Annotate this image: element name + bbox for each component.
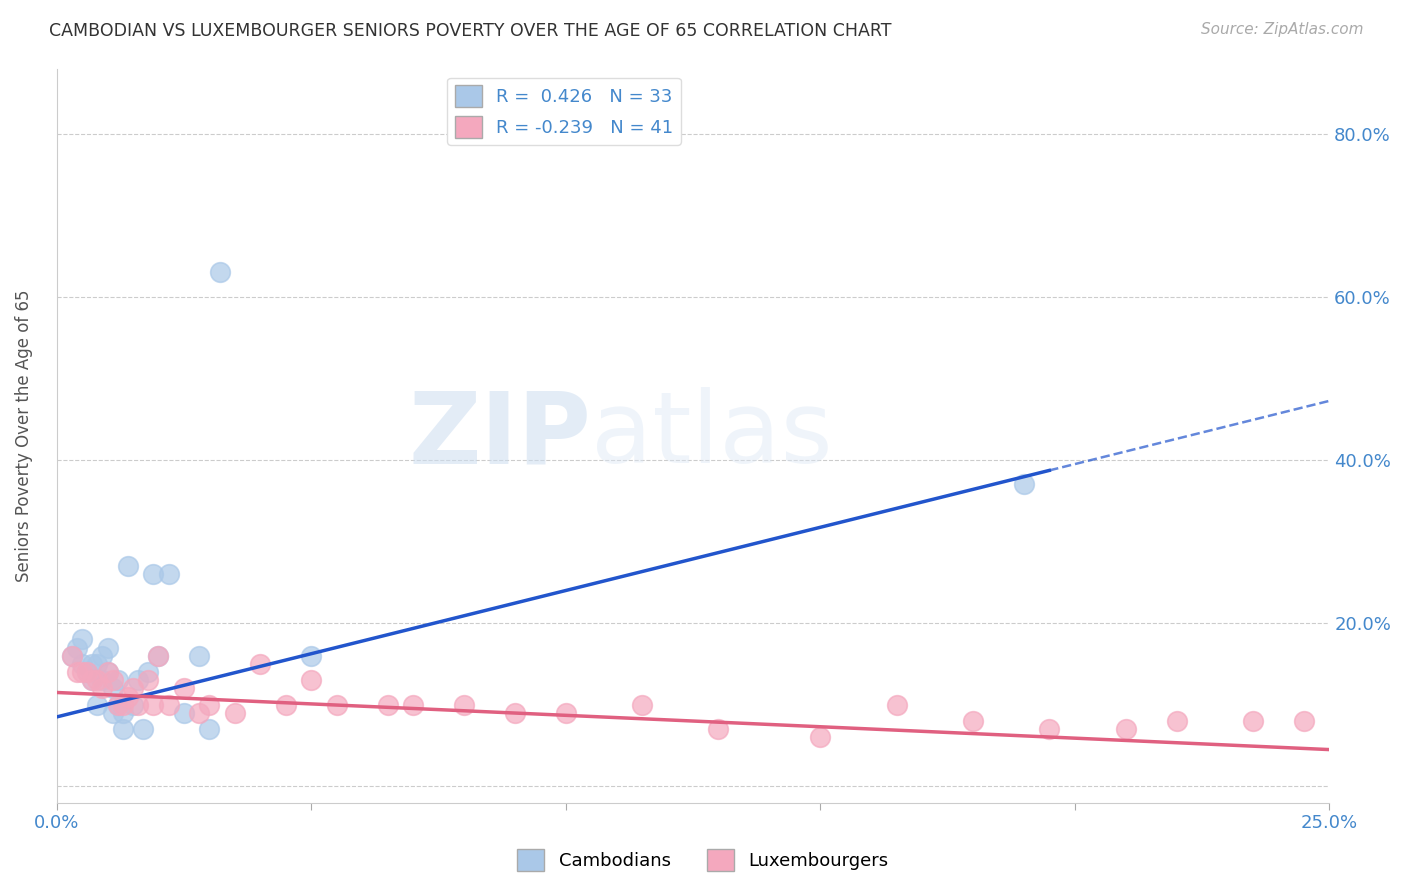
Point bbox=[91, 681, 114, 696]
Point bbox=[82, 657, 104, 671]
Point bbox=[66, 640, 89, 655]
Point bbox=[402, 698, 425, 712]
Point bbox=[1115, 722, 1137, 736]
Point bbox=[91, 673, 114, 688]
Point bbox=[299, 648, 322, 663]
Point bbox=[107, 673, 129, 688]
Point bbox=[148, 648, 170, 663]
Point bbox=[132, 722, 155, 736]
Point bbox=[111, 698, 134, 712]
Point bbox=[299, 673, 322, 688]
Point bbox=[101, 681, 124, 696]
Point bbox=[122, 698, 145, 712]
Point bbox=[198, 722, 221, 736]
Point bbox=[377, 698, 399, 712]
Point bbox=[127, 673, 149, 688]
Point bbox=[1292, 714, 1315, 728]
Point bbox=[107, 698, 129, 712]
Point bbox=[188, 706, 211, 720]
Point bbox=[76, 665, 98, 679]
Point bbox=[886, 698, 908, 712]
Point bbox=[157, 698, 180, 712]
Point bbox=[631, 698, 654, 712]
Point bbox=[503, 706, 526, 720]
Point bbox=[173, 706, 195, 720]
Legend: R =  0.426   N = 33, R = -0.239   N = 41: R = 0.426 N = 33, R = -0.239 N = 41 bbox=[447, 78, 681, 145]
Text: Source: ZipAtlas.com: Source: ZipAtlas.com bbox=[1201, 22, 1364, 37]
Point bbox=[117, 690, 139, 704]
Point bbox=[60, 648, 83, 663]
Legend: Cambodians, Luxembourgers: Cambodians, Luxembourgers bbox=[510, 842, 896, 879]
Text: atlas: atlas bbox=[591, 387, 832, 484]
Point bbox=[86, 698, 108, 712]
Point bbox=[96, 665, 118, 679]
Point bbox=[249, 657, 271, 671]
Point bbox=[707, 722, 730, 736]
Y-axis label: Seniors Poverty Over the Age of 65: Seniors Poverty Over the Age of 65 bbox=[15, 289, 32, 582]
Point bbox=[1166, 714, 1188, 728]
Point bbox=[1241, 714, 1264, 728]
Point bbox=[101, 706, 124, 720]
Point bbox=[136, 673, 159, 688]
Point bbox=[962, 714, 984, 728]
Point bbox=[1038, 722, 1060, 736]
Point bbox=[86, 673, 108, 688]
Point bbox=[76, 665, 98, 679]
Point bbox=[70, 657, 93, 671]
Point bbox=[173, 681, 195, 696]
Point bbox=[157, 567, 180, 582]
Point bbox=[188, 648, 211, 663]
Point bbox=[127, 698, 149, 712]
Point bbox=[70, 665, 93, 679]
Point bbox=[86, 657, 108, 671]
Point bbox=[60, 648, 83, 663]
Point bbox=[198, 698, 221, 712]
Point bbox=[107, 698, 129, 712]
Point bbox=[274, 698, 297, 712]
Point bbox=[554, 706, 576, 720]
Point bbox=[224, 706, 246, 720]
Point bbox=[453, 698, 475, 712]
Point bbox=[111, 722, 134, 736]
Point bbox=[101, 673, 124, 688]
Point bbox=[91, 648, 114, 663]
Point bbox=[122, 681, 145, 696]
Point bbox=[325, 698, 347, 712]
Point bbox=[208, 265, 231, 279]
Point bbox=[136, 665, 159, 679]
Point bbox=[82, 673, 104, 688]
Point bbox=[96, 665, 118, 679]
Point bbox=[111, 706, 134, 720]
Point bbox=[66, 665, 89, 679]
Point bbox=[148, 648, 170, 663]
Text: CAMBODIAN VS LUXEMBOURGER SENIORS POVERTY OVER THE AGE OF 65 CORRELATION CHART: CAMBODIAN VS LUXEMBOURGER SENIORS POVERT… bbox=[49, 22, 891, 40]
Point bbox=[96, 640, 118, 655]
Point bbox=[117, 559, 139, 574]
Text: ZIP: ZIP bbox=[408, 387, 591, 484]
Point bbox=[70, 632, 93, 647]
Point bbox=[142, 567, 165, 582]
Point bbox=[808, 731, 831, 745]
Point bbox=[142, 698, 165, 712]
Point bbox=[82, 673, 104, 688]
Point bbox=[1012, 477, 1035, 491]
